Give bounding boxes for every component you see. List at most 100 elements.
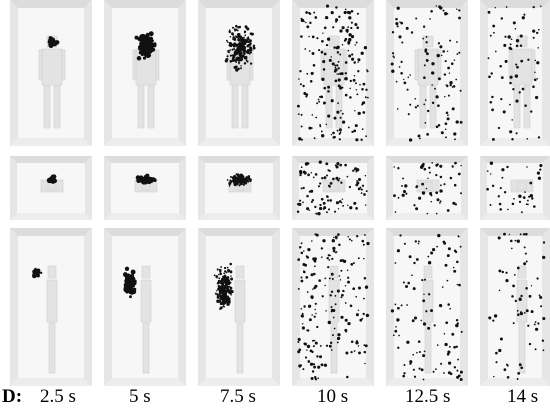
particle bbox=[458, 283, 461, 287]
particle bbox=[232, 177, 235, 180]
particle bbox=[240, 38, 243, 41]
particle bbox=[303, 92, 307, 95]
particle bbox=[331, 62, 335, 66]
particle bbox=[302, 201, 304, 204]
particle bbox=[530, 285, 533, 287]
particle bbox=[503, 190, 507, 194]
particle bbox=[226, 287, 230, 291]
particle bbox=[305, 95, 308, 98]
particle bbox=[357, 187, 361, 191]
particle bbox=[325, 43, 329, 47]
ceiling-wall bbox=[10, 156, 92, 163]
particle bbox=[300, 251, 304, 255]
particle bbox=[398, 35, 402, 39]
particle bbox=[144, 53, 148, 57]
particle bbox=[348, 37, 352, 42]
particle bbox=[322, 68, 326, 71]
particle bbox=[532, 5, 535, 9]
particle bbox=[452, 266, 455, 269]
particle bbox=[350, 340, 354, 343]
particle bbox=[235, 28, 238, 31]
particle bbox=[310, 127, 313, 130]
particle bbox=[362, 243, 365, 246]
particle bbox=[300, 17, 303, 20]
particle bbox=[230, 275, 232, 277]
particle bbox=[336, 162, 340, 166]
particle bbox=[241, 56, 244, 59]
particle bbox=[423, 293, 425, 296]
particle bbox=[252, 44, 256, 48]
particle bbox=[527, 58, 530, 61]
particle bbox=[498, 202, 502, 206]
particle bbox=[493, 31, 495, 34]
particle bbox=[342, 290, 345, 293]
particle bbox=[442, 9, 445, 12]
particle bbox=[225, 283, 228, 286]
particle bbox=[336, 64, 339, 67]
particle bbox=[423, 350, 426, 353]
particle bbox=[217, 299, 221, 303]
particle bbox=[328, 344, 332, 348]
particle bbox=[314, 16, 318, 19]
particle bbox=[520, 366, 524, 370]
particle bbox=[308, 318, 312, 322]
particle bbox=[407, 281, 411, 285]
particle bbox=[347, 235, 349, 238]
particle bbox=[403, 372, 406, 375]
particle bbox=[322, 201, 326, 205]
particle bbox=[459, 120, 463, 124]
particle bbox=[297, 337, 301, 341]
particle bbox=[245, 176, 248, 178]
particle bbox=[231, 48, 234, 51]
particle bbox=[512, 88, 515, 91]
particle bbox=[418, 350, 421, 354]
particle bbox=[406, 340, 410, 344]
particle bbox=[339, 163, 343, 167]
particle bbox=[351, 130, 354, 134]
particle bbox=[494, 6, 497, 9]
particle bbox=[435, 95, 439, 99]
ceiling-wall bbox=[198, 156, 280, 163]
particle bbox=[395, 17, 398, 21]
particle bbox=[346, 30, 349, 33]
particle bbox=[307, 360, 311, 363]
particle bbox=[503, 232, 506, 236]
particle bbox=[344, 284, 347, 287]
particle bbox=[349, 206, 353, 210]
particle bbox=[229, 36, 232, 38]
particle bbox=[331, 310, 334, 313]
row-label: D: bbox=[2, 386, 23, 407]
particle bbox=[219, 270, 222, 273]
panel-side-6 bbox=[480, 228, 550, 386]
left-wall bbox=[480, 228, 488, 386]
particle bbox=[334, 66, 337, 69]
particle bbox=[301, 323, 304, 325]
particle bbox=[304, 263, 308, 267]
particle bbox=[400, 304, 403, 307]
particle bbox=[511, 119, 513, 121]
particle bbox=[328, 185, 331, 188]
particle bbox=[529, 181, 533, 185]
particle bbox=[337, 102, 339, 104]
particle bbox=[357, 309, 360, 312]
particle bbox=[325, 211, 328, 214]
particle bbox=[320, 256, 323, 259]
particle bbox=[515, 44, 519, 48]
particle bbox=[306, 207, 310, 211]
particle bbox=[361, 317, 364, 320]
particle bbox=[417, 134, 421, 138]
particle bbox=[312, 272, 316, 276]
particle bbox=[347, 11, 352, 15]
panel-side-1 bbox=[10, 228, 92, 386]
particle bbox=[243, 31, 246, 34]
time-label-5: 12.5 s bbox=[405, 386, 451, 407]
particle bbox=[309, 79, 313, 83]
particle bbox=[488, 316, 492, 320]
particle bbox=[404, 184, 408, 188]
particle bbox=[310, 200, 313, 204]
particle bbox=[518, 297, 522, 300]
particle bbox=[324, 284, 326, 287]
particle bbox=[323, 52, 327, 56]
particle bbox=[330, 290, 334, 294]
particle bbox=[322, 60, 326, 64]
